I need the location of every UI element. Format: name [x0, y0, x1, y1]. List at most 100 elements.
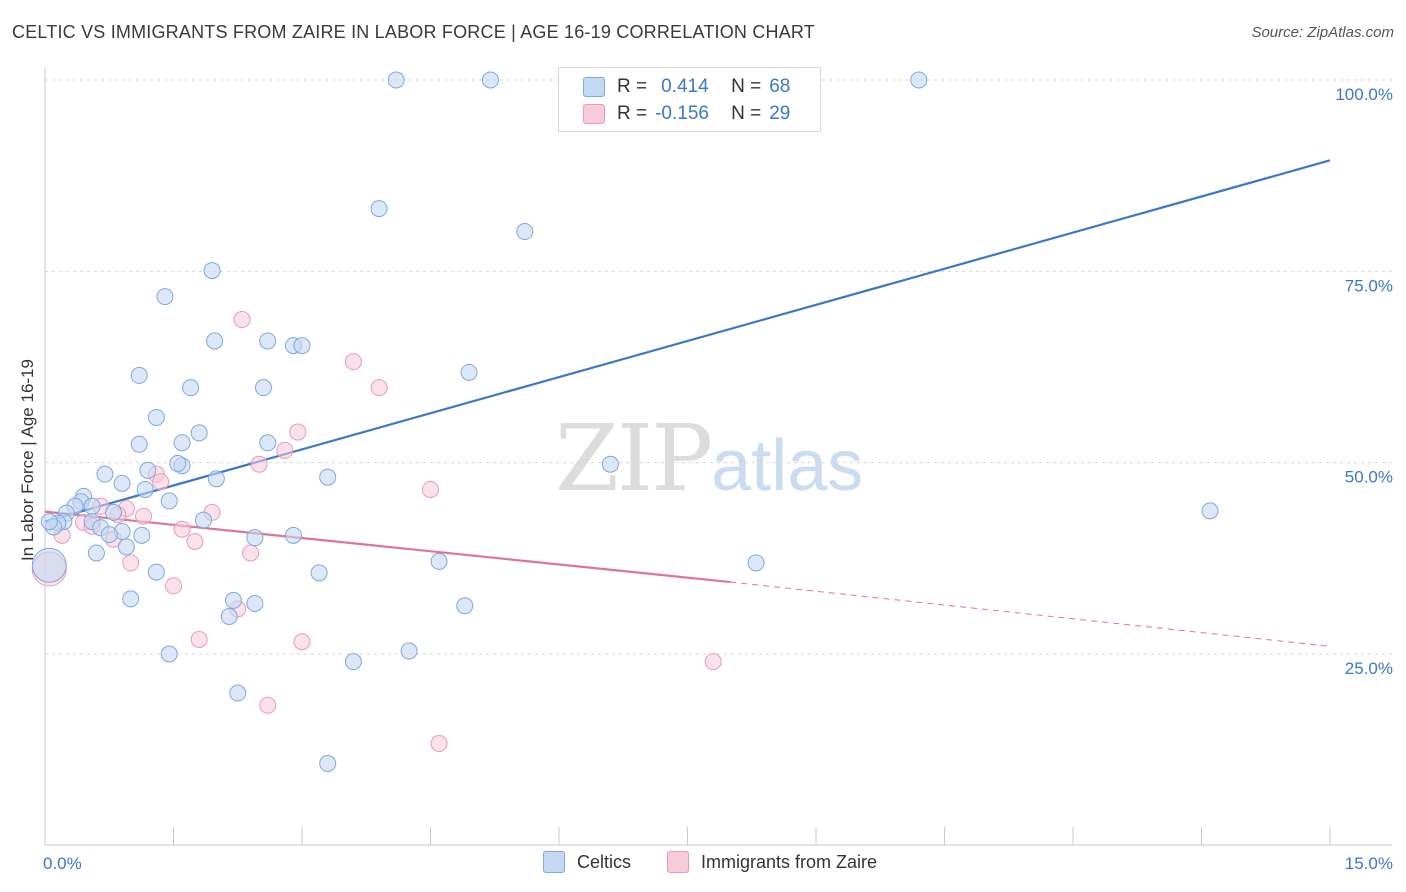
point-celtics [387, 71, 405, 89]
point-celtics [910, 71, 928, 89]
point-zaire [173, 520, 191, 538]
legend-r-value: 0.414 [661, 76, 709, 97]
point-celtics [147, 563, 165, 581]
point-celtics [293, 337, 311, 355]
point-celtics [190, 424, 208, 442]
data-points [31, 71, 1219, 772]
point-zaire [422, 480, 439, 498]
grid-lines [45, 79, 1392, 655]
series-legend: Celtics Immigrants from Zaire [0, 851, 1406, 877]
point-celtics [96, 465, 114, 483]
point-zaire [190, 630, 208, 648]
point-celtics [173, 434, 191, 452]
point-celtics [310, 564, 328, 582]
point-zaire [233, 311, 251, 329]
point-celtics [207, 470, 225, 488]
point-celtics [139, 461, 157, 479]
y-tick-label: 100.0% [1335, 85, 1393, 104]
correlation-legend: R = 0.414 N = 68 R = -0.156 N = 29 [558, 67, 821, 132]
legend-swatch-blue [583, 77, 605, 97]
x-tick-label: 15.0% [1345, 854, 1393, 873]
point-celtics [160, 645, 178, 663]
point-celtics [169, 454, 187, 472]
y-tick-label: 75.0% [1345, 276, 1393, 295]
point-celtics [254, 379, 272, 397]
point-zaire [242, 544, 260, 562]
point-celtics [105, 503, 123, 521]
point-celtics [400, 642, 418, 660]
point-celtics [516, 223, 534, 241]
point-celtics [246, 529, 264, 547]
point-celtics [100, 526, 118, 544]
point-celtics [601, 455, 619, 473]
legend-swatch-pink [667, 851, 689, 873]
trend-line-celtics [44, 159, 1331, 523]
point-zaire [344, 353, 362, 371]
legend-item-zaire[interactable]: Immigrants from Zaire [667, 851, 877, 873]
point-zaire [259, 696, 277, 714]
point-zaire [135, 507, 153, 525]
point-celtics [130, 435, 148, 453]
trend-line-zaire-extrapolated [730, 581, 1331, 647]
point-celtics [224, 591, 242, 609]
legend-n-label: N = [731, 103, 762, 124]
legend-row-zaire: R = -0.156 N = 29 [583, 101, 790, 127]
legend-row-celtics: R = 0.414 N = 68 [583, 74, 790, 100]
legend-n-label: N = [731, 76, 762, 97]
legend-label-celtics: Celtics [577, 851, 632, 872]
legend-r-value: -0.156 [655, 103, 709, 124]
chart-title: CELTIC VS IMMIGRANTS FROM ZAIRE IN LABOR… [12, 22, 815, 42]
point-celtics [160, 492, 178, 510]
point-celtics [319, 468, 337, 486]
x-tick-label: 0.0% [43, 854, 82, 873]
legend-item-celtics[interactable]: Celtics [543, 851, 631, 873]
point-celtics [87, 544, 105, 562]
point-celtics [456, 597, 474, 615]
point-celtics [370, 200, 388, 218]
legend-r-label: R = [617, 76, 648, 97]
point-celtics [203, 262, 221, 280]
point-celtics [113, 474, 131, 492]
point-celtics [460, 363, 478, 381]
point-celtics [259, 332, 277, 350]
point-zaire [122, 554, 140, 572]
point-celtics [194, 511, 212, 529]
legend-swatch-pink [583, 104, 605, 124]
point-celtics [122, 590, 140, 608]
point-celtics [220, 607, 238, 625]
point-celtics [259, 434, 277, 452]
point-celtics [229, 684, 247, 702]
point-celtics [40, 513, 58, 531]
trend-lines [44, 159, 1331, 647]
point-celtics [319, 754, 337, 772]
y-tick-label: 50.0% [1345, 468, 1393, 487]
point-celtics [182, 379, 200, 397]
tick-labels: 25.0% 50.0% 75.0% 100.0% 0.0% 15.0% [43, 85, 1393, 873]
point-celtics [136, 480, 154, 498]
legend-n-value: 68 [769, 76, 791, 97]
point-celtics [156, 288, 174, 306]
point-celtics [133, 526, 151, 544]
legend-n-value: 29 [769, 103, 791, 124]
point-zaire [704, 653, 722, 671]
point-zaire [276, 441, 294, 459]
y-tick-label: 25.0% [1345, 659, 1393, 678]
point-zaire [152, 473, 170, 491]
watermark: ZIPatlas [555, 405, 863, 512]
point-celtics [31, 547, 67, 583]
point-celtics [1201, 502, 1219, 520]
point-celtics [117, 538, 135, 556]
point-zaire [165, 577, 182, 595]
point-celtics [481, 71, 499, 89]
point-celtics [83, 497, 101, 515]
point-celtics [206, 332, 224, 350]
legend-r-label: R = [617, 103, 648, 124]
source-label: Source: ZipAtlas.com [1251, 24, 1394, 41]
legend-label-zaire: Immigrants from Zaire [701, 851, 878, 872]
point-zaire [370, 379, 388, 397]
point-zaire [250, 455, 268, 473]
point-celtics [430, 552, 448, 570]
point-celtics [130, 366, 148, 384]
trend-line-zaire [44, 510, 731, 584]
